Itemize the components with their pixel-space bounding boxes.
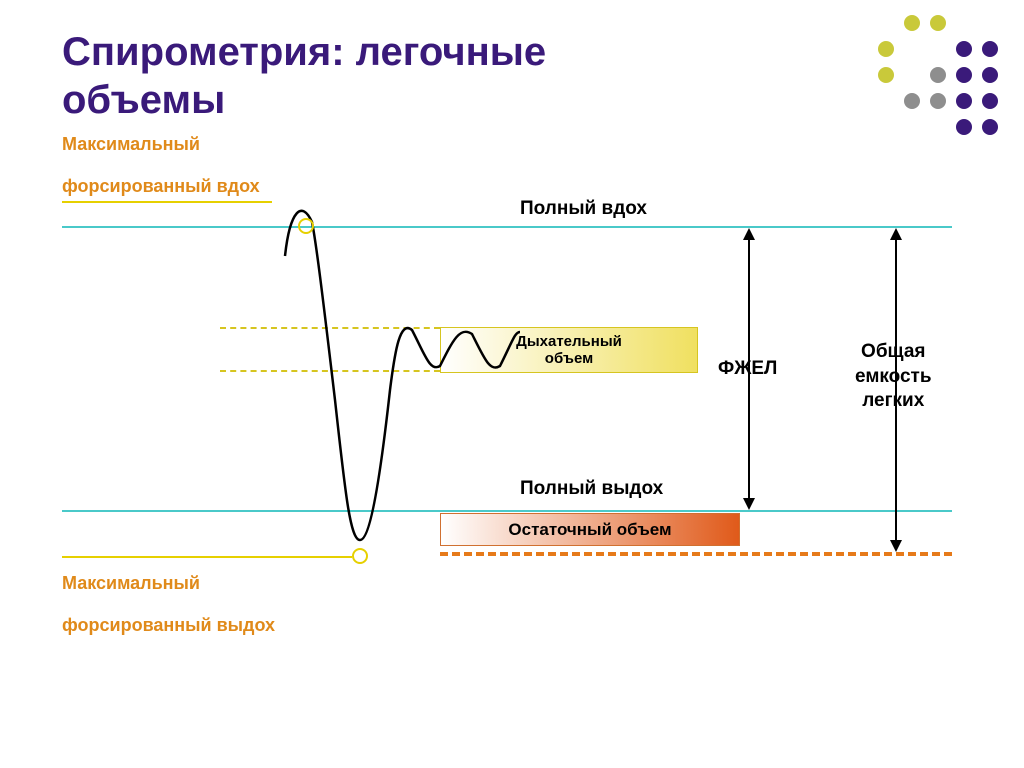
tidal-label-l2: объем [516,350,622,367]
arrow-tlc-head-down [890,540,902,552]
residual-volume-box: Остаточный объем [440,513,740,546]
arrow-fvc-head-up [743,228,755,240]
curve-path [285,211,520,540]
residual-label: Остаточный объем [508,520,671,540]
tidal-volume-box: Дыхательный объем [440,327,698,373]
label-max-exhale-l1: Максимальный [62,573,200,594]
label-total-capacity-l2: емкость [855,365,932,390]
dash-tidal-top [220,327,440,329]
line-top-cyan [62,226,952,228]
label-max-exhale-l2: форсированный выдох [62,615,275,636]
slide-title-line2: объемы [62,78,225,123]
decorative-dots [878,15,1004,141]
arrow-fvc-head-down [743,498,755,510]
arrow-tlc-line [895,234,897,546]
marker-top [298,218,314,234]
label-full-inhale: Полный вдох [520,198,647,220]
dash-residual [440,552,952,556]
slide-title-line1: Спирометрия: легочные [62,30,546,75]
tidal-label-l1: Дыхательный [516,333,622,350]
label-max-inhale-l2: форсированный вдох [62,176,260,197]
line-yellow-bottom [62,556,352,558]
label-total-capacity: Общая емкость легких [855,340,932,414]
label-max-inhale-l1: Максимальный [62,134,200,155]
arrow-fvc-line [748,234,750,504]
arrow-tlc-head-up [890,228,902,240]
label-total-capacity-l3: легких [855,389,932,414]
label-full-exhale: Полный выдох [520,478,663,500]
line-yellow-top [62,201,272,203]
dash-tidal-bot [220,370,440,372]
line-bottom-cyan [62,510,952,512]
marker-bottom [352,548,368,564]
label-total-capacity-l1: Общая [855,340,932,365]
